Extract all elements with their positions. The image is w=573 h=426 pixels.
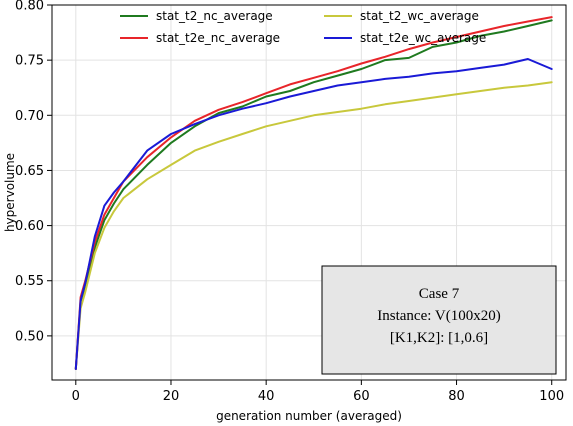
case-annotation-box: Case 7 Instance: V(100x20) [K1,K2]: [1,0…: [321, 265, 557, 375]
plot-frame: [51, 4, 567, 381]
y-tick-label: 0.55: [15, 274, 44, 289]
tick-layer: 0 20 40 60 80 100 0.50 0.55 0.60 0.65 0.70 0.75 0.80: [15, 0, 564, 404]
y-tick-label: 0.70: [15, 109, 44, 124]
series-line-stat-t2e-nc-average: [74, 16, 553, 370]
x-tick-label: 80: [448, 389, 465, 404]
series-line-stat-t2-nc-average: [74, 19, 553, 370]
x-tick-label: 100: [539, 389, 564, 404]
y-tick-label: 0.50: [15, 329, 44, 344]
x-tick-label: 40: [258, 389, 275, 404]
y-tick-label: 0.65: [15, 164, 44, 179]
x-tick-label: 0: [72, 389, 80, 404]
legend-entry-label: stat_t2e_nc_average: [156, 31, 280, 45]
legend-entry-label: stat_t2e_wc_average: [360, 31, 486, 45]
legend: stat_t2_nc_average stat_t2_wc_averagestat…: [120, 9, 486, 45]
series-line-stat-t2-wc-average: [74, 81, 553, 370]
x-tick-label: 60: [353, 389, 370, 404]
annotation-instance: Instance: V(100x20): [377, 308, 500, 324]
annotation-case: Case 7: [419, 286, 460, 302]
x-tick-label: 20: [163, 389, 180, 404]
legend-entry-label: stat_t2_nc_average: [156, 9, 273, 23]
annotation-box-background: [321, 265, 557, 375]
y-axis-label: hypervolume: [3, 153, 17, 232]
series-line-stat-t2e-wc-average: [74, 58, 553, 370]
y-tick-label: 0.75: [15, 54, 44, 69]
x-axis-label: generation number (averaged): [216, 409, 402, 423]
legend-entry-label: stat_t2_wc_average: [360, 9, 479, 23]
series-layer: [74, 16, 553, 370]
y-tick-label: 0.60: [15, 219, 44, 234]
y-tick-label: 0.80: [15, 0, 44, 14]
annotation-k-params: [K1,K2]: [1,0.6]: [390, 330, 488, 346]
